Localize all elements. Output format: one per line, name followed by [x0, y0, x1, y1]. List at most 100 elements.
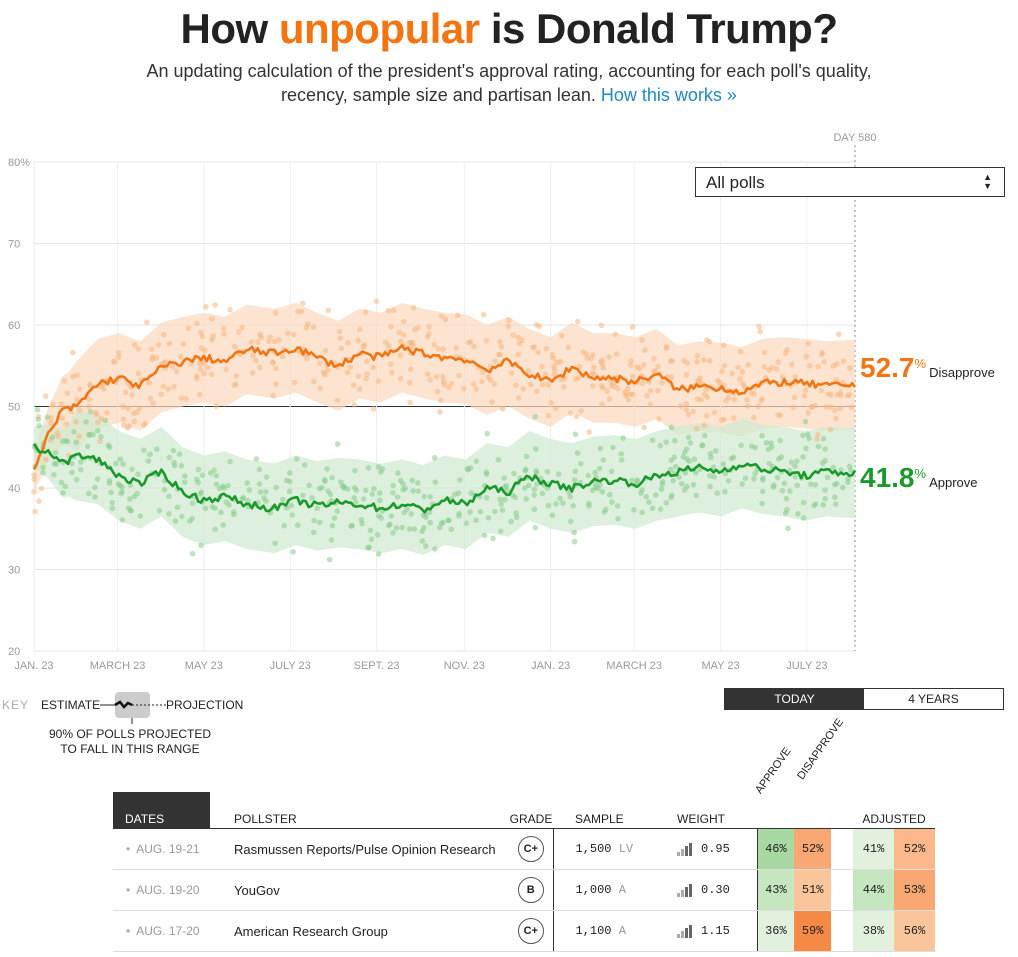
approve-poll-dot: [166, 511, 172, 517]
approve-poll-dot: [671, 437, 678, 444]
approve-poll-dot: [92, 494, 98, 500]
approve-poll-dot: [760, 475, 766, 481]
approve-poll-dot: [207, 470, 214, 476]
poll-pollster[interactable]: YouGov: [210, 869, 509, 911]
poll-filter-select[interactable]: All polls ▲ ▼: [695, 167, 1005, 197]
disapprove-poll-dot: [334, 397, 341, 404]
poll-grade-cell: C+: [509, 828, 553, 870]
adjusted-approve-cell: 38%: [853, 910, 894, 952]
select-arrows-icon: ▲ ▼: [983, 172, 992, 191]
disapprove-poll-dot: [587, 355, 594, 362]
col-grade[interactable]: GRADE: [509, 792, 553, 829]
disapprove-poll-dot: [74, 396, 80, 403]
approve-poll-dot: [189, 515, 196, 522]
approve-poll-dot: [691, 456, 698, 463]
disapprove-poll-dot: [640, 362, 647, 368]
disapprove-poll-dot: [703, 412, 710, 419]
approve-poll-dot: [800, 515, 807, 521]
approve-poll-dot: [722, 488, 728, 495]
col-approve[interactable]: APPROVE: [753, 745, 794, 796]
col-sample[interactable]: SAMPLE: [553, 792, 665, 829]
approve-poll-dot: [199, 472, 206, 479]
approve-poll-dot: [597, 445, 604, 452]
poll-row[interactable]: AUG. 19-21 Rasmussen Reports/Pulse Opini…: [113, 828, 935, 870]
disapprove-poll-dot: [819, 351, 825, 358]
approve-poll-dot: [549, 512, 556, 519]
disapprove-poll-dot: [42, 393, 49, 399]
disapprove-poll-dot: [835, 331, 842, 338]
col-weight[interactable]: WEIGHT: [665, 792, 757, 829]
col-disapprove[interactable]: DISAPPROVE: [795, 716, 847, 782]
disapprove-poll-dot: [739, 369, 746, 375]
approve-poll-dot: [176, 451, 183, 458]
approve-poll-dot: [652, 492, 659, 498]
disapprove-poll-dot: [745, 403, 751, 409]
approve-poll-dot: [69, 469, 75, 476]
disapprove-poll-dot: [303, 324, 310, 331]
timeframe-toggle[interactable]: TODAY 4 YEARS: [724, 688, 1004, 710]
disapprove-poll-dot: [598, 383, 605, 389]
approve-poll-dot: [352, 467, 358, 474]
approve-label: Approve: [929, 475, 978, 490]
disapprove-poll-dot: [434, 388, 441, 395]
approve-poll-dot: [710, 464, 717, 470]
toggle-4-years-button[interactable]: 4 YEARS: [908, 692, 959, 706]
approve-poll-dot: [87, 408, 94, 415]
approve-poll-dot: [800, 499, 807, 506]
poll-grade-cell: B: [509, 869, 553, 911]
adjusted-approve-cell: 41%: [853, 828, 894, 870]
approve-poll-dot: [402, 485, 409, 492]
approve-poll-dot: [182, 473, 188, 479]
disapprove-poll-dot: [115, 354, 122, 360]
disapprove-poll-dot: [155, 341, 162, 348]
approve-poll-dot: [586, 503, 592, 509]
approve-poll-dot: [375, 464, 382, 470]
col-pollster[interactable]: POLLSTER: [210, 792, 509, 829]
poll-pollster[interactable]: Rasmussen Reports/Pulse Opinion Research: [210, 828, 509, 870]
toggle-today-button[interactable]: TODAY: [725, 689, 864, 709]
disapprove-poll-dot: [427, 377, 433, 383]
approve-poll-dot: [331, 515, 338, 521]
approve-poll-dot: [409, 477, 416, 484]
disapprove-poll-dot: [644, 392, 650, 399]
disapprove-poll-dot: [807, 362, 813, 369]
col-adjusted[interactable]: ADJUSTED: [853, 792, 935, 829]
disapprove-cell: 51%: [794, 869, 831, 911]
disapprove-poll-dot: [611, 384, 618, 390]
poll-row[interactable]: AUG. 17-20 American Research Group C+ 1,…: [113, 910, 935, 952]
disapprove-poll-dot: [76, 407, 83, 413]
disapprove-poll-dot: [255, 339, 261, 345]
polls-table: DATES POLLSTER GRADE SAMPLE WEIGHT APPRO…: [113, 717, 935, 952]
how-this-works-link[interactable]: How this works »: [600, 85, 737, 105]
approve-poll-dot: [218, 509, 224, 516]
disapprove-poll-dot: [336, 328, 343, 335]
approve-poll-dot: [109, 499, 116, 506]
approve-poll-dot: [325, 488, 331, 494]
poll-pollster[interactable]: American Research Group: [210, 910, 509, 952]
disapprove-poll-dot: [375, 378, 382, 385]
approve-poll-dot: [178, 513, 185, 520]
disapprove-poll-dot: [802, 387, 809, 393]
disapprove-cell: 59%: [794, 910, 831, 952]
disapprove-poll-dot: [250, 352, 256, 359]
disapprove-poll-dot: [574, 318, 581, 325]
approve-poll-dot: [376, 513, 382, 519]
disapprove-poll-dot: [317, 385, 323, 392]
col-dates[interactable]: DATES: [113, 792, 210, 829]
approve-poll-dot: [752, 470, 758, 477]
approve-poll-dot: [597, 482, 603, 488]
x-tick-label: JULY 23: [786, 660, 827, 672]
approve-poll-dot: [166, 454, 173, 461]
approve-poll-dot: [153, 446, 160, 453]
disapprove-poll-dot: [49, 401, 56, 408]
disapprove-poll-dot: [70, 373, 76, 380]
disapprove-poll-dot: [433, 373, 440, 380]
disapprove-poll-dot: [209, 316, 215, 322]
disapprove-poll-dot: [755, 403, 762, 409]
approve-poll-dot: [311, 517, 318, 524]
disapprove-poll-dot: [538, 363, 545, 370]
poll-row[interactable]: AUG. 19-20 YouGov B 1,000 A 0.30 43% 51%…: [113, 869, 935, 911]
disapprove-poll-dot: [508, 370, 515, 376]
approve-poll-dot: [286, 488, 293, 495]
sample-population: LV: [618, 842, 634, 856]
